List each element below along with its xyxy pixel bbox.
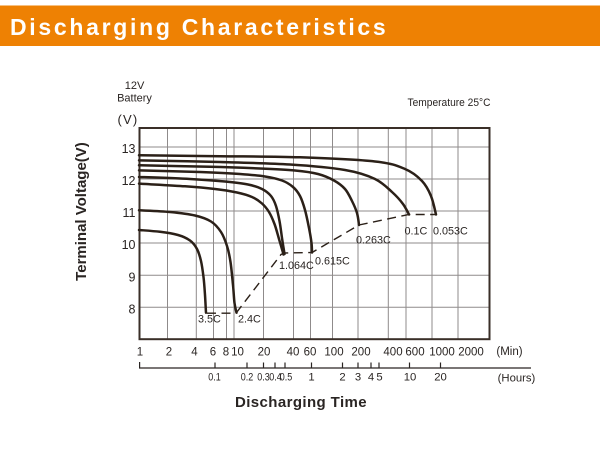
svg-text:1.064C: 1.064C xyxy=(279,260,314,272)
svg-text:(Hours): (Hours) xyxy=(498,373,536,385)
svg-text:40: 40 xyxy=(287,347,300,359)
svg-text:10: 10 xyxy=(122,238,136,252)
svg-text:Battery: Battery xyxy=(117,93,152,105)
svg-text:0.3: 0.3 xyxy=(257,372,270,384)
svg-text:Discharging Time: Discharging Time xyxy=(235,394,367,411)
svg-text:Terminal Voltage(V): Terminal Voltage(V) xyxy=(73,142,90,281)
svg-text:4: 4 xyxy=(368,372,374,384)
svg-text:12: 12 xyxy=(122,174,136,188)
svg-text:1000: 1000 xyxy=(429,347,455,359)
svg-text:600: 600 xyxy=(405,347,424,359)
svg-text:20: 20 xyxy=(258,347,271,359)
svg-text:(V): (V) xyxy=(118,112,139,127)
svg-text:200: 200 xyxy=(351,347,370,359)
svg-text:8: 8 xyxy=(223,347,229,359)
svg-text:10: 10 xyxy=(231,347,244,359)
svg-text:12V: 12V xyxy=(125,80,145,92)
svg-text:1: 1 xyxy=(308,372,314,384)
svg-text:2000: 2000 xyxy=(458,347,484,359)
svg-text:0.053C: 0.053C xyxy=(433,226,468,238)
svg-text:8: 8 xyxy=(129,302,136,316)
svg-text:100: 100 xyxy=(324,347,343,359)
svg-text:0.2: 0.2 xyxy=(241,372,254,384)
svg-text:Discharging Characteristics: Discharging Characteristics xyxy=(10,14,388,40)
svg-text:6: 6 xyxy=(210,347,216,359)
svg-text:5: 5 xyxy=(376,372,382,384)
svg-text:2: 2 xyxy=(166,347,172,359)
svg-text:4: 4 xyxy=(191,347,198,359)
svg-text:10: 10 xyxy=(404,372,417,384)
svg-text:0.615C: 0.615C xyxy=(315,256,350,268)
svg-text:2.4C: 2.4C xyxy=(238,314,261,326)
svg-text:(Min): (Min) xyxy=(496,346,522,358)
svg-text:0.4: 0.4 xyxy=(269,372,282,384)
svg-text:Temperature 25°C: Temperature 25°C xyxy=(408,97,491,109)
svg-text:0.263C: 0.263C xyxy=(356,235,391,247)
svg-text:400: 400 xyxy=(383,347,402,359)
svg-text:60: 60 xyxy=(304,347,317,359)
svg-text:0.1C: 0.1C xyxy=(405,226,428,238)
svg-text:0.5: 0.5 xyxy=(280,372,293,384)
svg-text:3.5C: 3.5C xyxy=(198,314,221,326)
svg-text:20: 20 xyxy=(434,372,447,384)
svg-text:1: 1 xyxy=(137,347,143,359)
svg-text:3: 3 xyxy=(355,372,361,384)
svg-text:9: 9 xyxy=(129,270,136,284)
svg-text:0.1: 0.1 xyxy=(208,372,221,384)
svg-text:2: 2 xyxy=(339,372,345,384)
svg-text:11: 11 xyxy=(123,206,136,220)
svg-text:13: 13 xyxy=(122,142,136,156)
